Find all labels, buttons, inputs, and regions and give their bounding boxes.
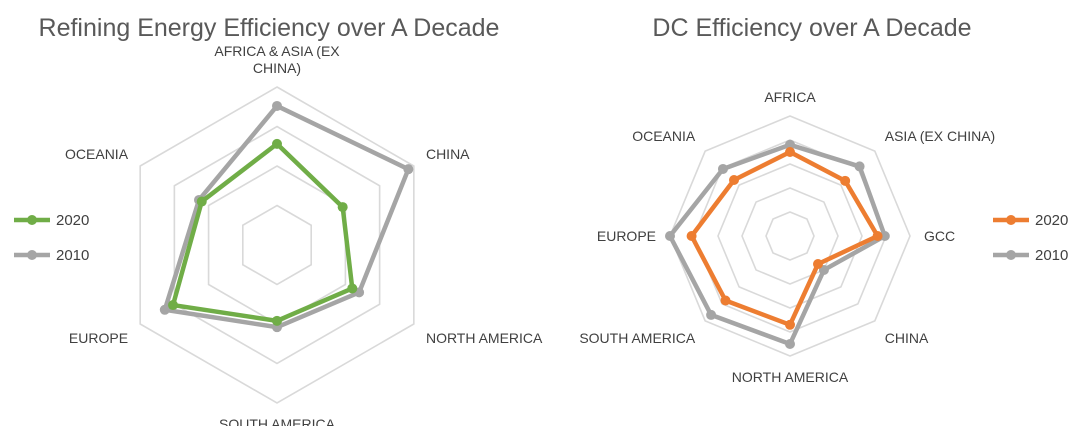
category-label: OCEANIA bbox=[65, 146, 129, 162]
legend: 2020 2010 bbox=[14, 212, 89, 264]
legend-label: 2020 bbox=[1035, 212, 1068, 229]
legend-item: 2010 bbox=[993, 247, 1068, 264]
data-point bbox=[665, 231, 675, 241]
category-label: SOUTH AMERICA bbox=[579, 330, 696, 346]
data-point bbox=[728, 174, 739, 185]
chart-title: DC Efficiency over A Decade bbox=[652, 14, 971, 42]
data-point bbox=[717, 163, 728, 174]
dc-efficiency-radar-chart: DC Efficiency over A Decade AFRICA ASIA (… bbox=[579, 14, 1068, 385]
data-point bbox=[272, 100, 282, 111]
data-point bbox=[785, 139, 795, 150]
legend-label: 2020 bbox=[56, 212, 89, 229]
series-line bbox=[162, 103, 411, 330]
category-label: EUROPE bbox=[69, 330, 128, 346]
legend-item: 2020 bbox=[993, 212, 1068, 229]
category-label: GCC bbox=[924, 228, 955, 244]
grid-ring bbox=[717, 163, 863, 309]
series-2020 bbox=[686, 147, 883, 330]
legend: 2020 2010 bbox=[993, 212, 1068, 264]
legend-swatch-marker bbox=[1006, 250, 1016, 260]
data-point bbox=[813, 259, 824, 270]
grid-ring bbox=[173, 125, 381, 365]
data-point bbox=[272, 315, 282, 326]
legend-label: 2010 bbox=[1035, 247, 1068, 264]
refining-efficiency-radar-chart: Refining Energy Efficiency over A Decade… bbox=[14, 14, 543, 426]
category-label: CHINA bbox=[885, 330, 929, 346]
category-label: NORTH AMERICA bbox=[732, 369, 849, 385]
legend-item: 2020 bbox=[14, 212, 89, 229]
grid-ring bbox=[741, 187, 839, 285]
data-point bbox=[196, 196, 207, 207]
data-point bbox=[854, 161, 865, 172]
grid-ring bbox=[139, 86, 415, 404]
data-point bbox=[840, 175, 851, 186]
grid-ring bbox=[241, 204, 313, 286]
data-point bbox=[706, 309, 717, 320]
data-point bbox=[347, 283, 358, 294]
data-point bbox=[785, 319, 795, 330]
data-point bbox=[879, 231, 890, 241]
data-point bbox=[872, 231, 883, 241]
category-label: ASIA (EX CHINA) bbox=[885, 128, 995, 144]
grid-ring bbox=[765, 211, 815, 261]
data-point bbox=[272, 138, 282, 149]
data-point bbox=[168, 300, 179, 311]
data-point bbox=[686, 231, 697, 241]
radar-grid bbox=[139, 86, 415, 404]
data-point bbox=[785, 147, 795, 157]
category-label: CHINA bbox=[426, 146, 470, 162]
data-point bbox=[403, 164, 414, 175]
legend-label: 2010 bbox=[56, 247, 89, 264]
category-label: AFRICA bbox=[764, 89, 816, 105]
grid-ring bbox=[669, 115, 911, 357]
series-2010 bbox=[665, 139, 890, 349]
data-point bbox=[785, 339, 795, 349]
legend-item: 2010 bbox=[14, 247, 89, 264]
radar-grid bbox=[669, 115, 911, 357]
data-point bbox=[337, 202, 348, 213]
series-2020 bbox=[168, 138, 358, 326]
data-point bbox=[159, 304, 170, 315]
legend-swatch-marker bbox=[1006, 215, 1016, 225]
legend-swatch-marker bbox=[27, 215, 37, 225]
legend-swatch-marker bbox=[27, 250, 37, 260]
category-label: EUROPE bbox=[597, 228, 656, 244]
category-label: NORTH AMERICA bbox=[426, 330, 543, 346]
category-label: SOUTH AMERICA bbox=[219, 416, 336, 426]
data-point bbox=[720, 295, 731, 306]
category-label: OCEANIA bbox=[632, 128, 696, 144]
category-label: AFRICA & ASIA (EX CHINA) bbox=[214, 43, 340, 76]
chart-title: Refining Energy Efficiency over A Decade bbox=[39, 14, 500, 42]
